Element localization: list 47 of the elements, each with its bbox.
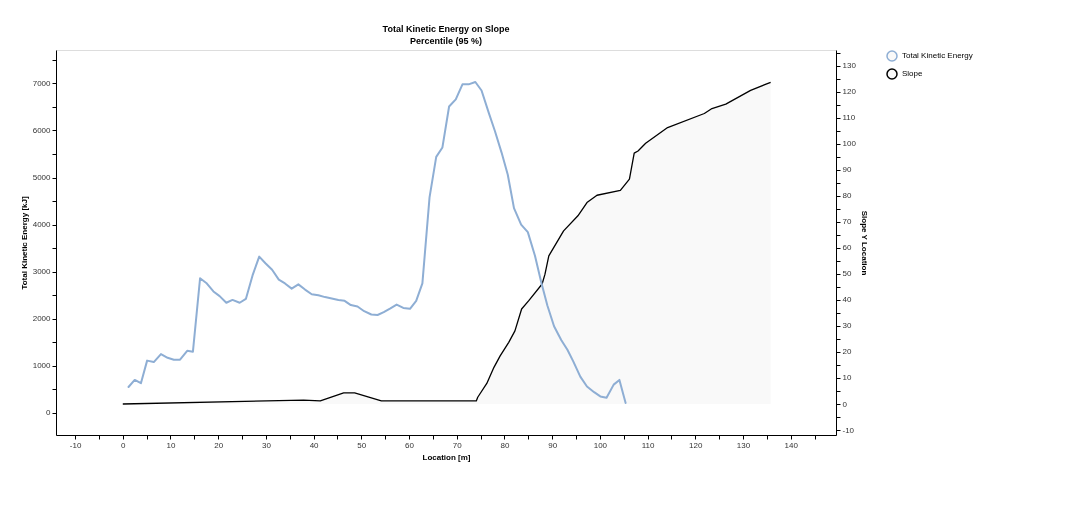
y2-tick-label: 130 <box>842 61 857 71</box>
y-tick-label: 6000 <box>32 125 52 135</box>
y2-tick-label: 60 <box>842 243 852 253</box>
x-tick-label: 100 <box>593 440 608 450</box>
y2-tick-label: 20 <box>842 347 852 357</box>
y-tick-label: 1000 <box>32 361 52 371</box>
y2-tick-label: 70 <box>842 217 852 227</box>
y2-tick-label: 100 <box>842 139 857 149</box>
x-tick-label: 80 <box>500 440 510 450</box>
y-tick-label: 2000 <box>32 314 52 324</box>
x-tick-label: 90 <box>548 440 558 450</box>
y2-tick-label: 40 <box>842 295 852 305</box>
y2-tick-label: -10 <box>842 425 855 435</box>
y2-tick-label: 80 <box>842 191 852 201</box>
y-axis-title: Total Kinetic Energy [kJ] <box>19 196 29 290</box>
x-tick-label: 130 <box>736 440 751 450</box>
chart-subtitle: Percentile (95 %) <box>409 36 483 46</box>
x-tick-label: 20 <box>214 440 224 450</box>
y2-tick-label: 110 <box>842 113 856 123</box>
y2-tick-label: 50 <box>842 269 852 279</box>
x-tick-label: 0 <box>121 440 127 450</box>
x-tick-label: 60 <box>405 440 415 450</box>
x-axis-title: Location [m] <box>422 452 471 462</box>
y-tick-label: 3000 <box>32 267 52 277</box>
y2-tick-label: 120 <box>842 87 857 97</box>
x-tick-label: -10 <box>69 440 82 450</box>
y2-tick-label: 90 <box>842 165 852 175</box>
x-tick-label: 50 <box>357 440 367 450</box>
y-tick-label: 0 <box>46 408 52 418</box>
x-tick-label: 10 <box>166 440 176 450</box>
x-tick-label: 120 <box>689 440 703 450</box>
y-tick-label: 7000 <box>32 78 52 88</box>
y2-tick-label: 0 <box>842 399 848 409</box>
x-tick-label: 70 <box>452 440 463 450</box>
legend-label: Total Kinetic Energy <box>902 51 973 60</box>
line-series <box>127 81 627 404</box>
x-tick-label: 140 <box>784 440 799 450</box>
y2-axis-title: Slope Y Location <box>859 210 869 276</box>
chart-title: Total Kinetic Energy on Slope <box>382 24 510 34</box>
y2-tick-label: 30 <box>842 321 852 331</box>
x-tick-label: 110 <box>641 440 655 450</box>
y-tick-label: 5000 <box>32 173 52 183</box>
legend-label: Slope <box>902 69 924 78</box>
y2-tick-label: 10 <box>842 373 852 383</box>
x-tick-label: 30 <box>261 440 272 450</box>
x-tick-label: 40 <box>309 440 320 450</box>
y-tick-label: 4000 <box>32 220 52 230</box>
